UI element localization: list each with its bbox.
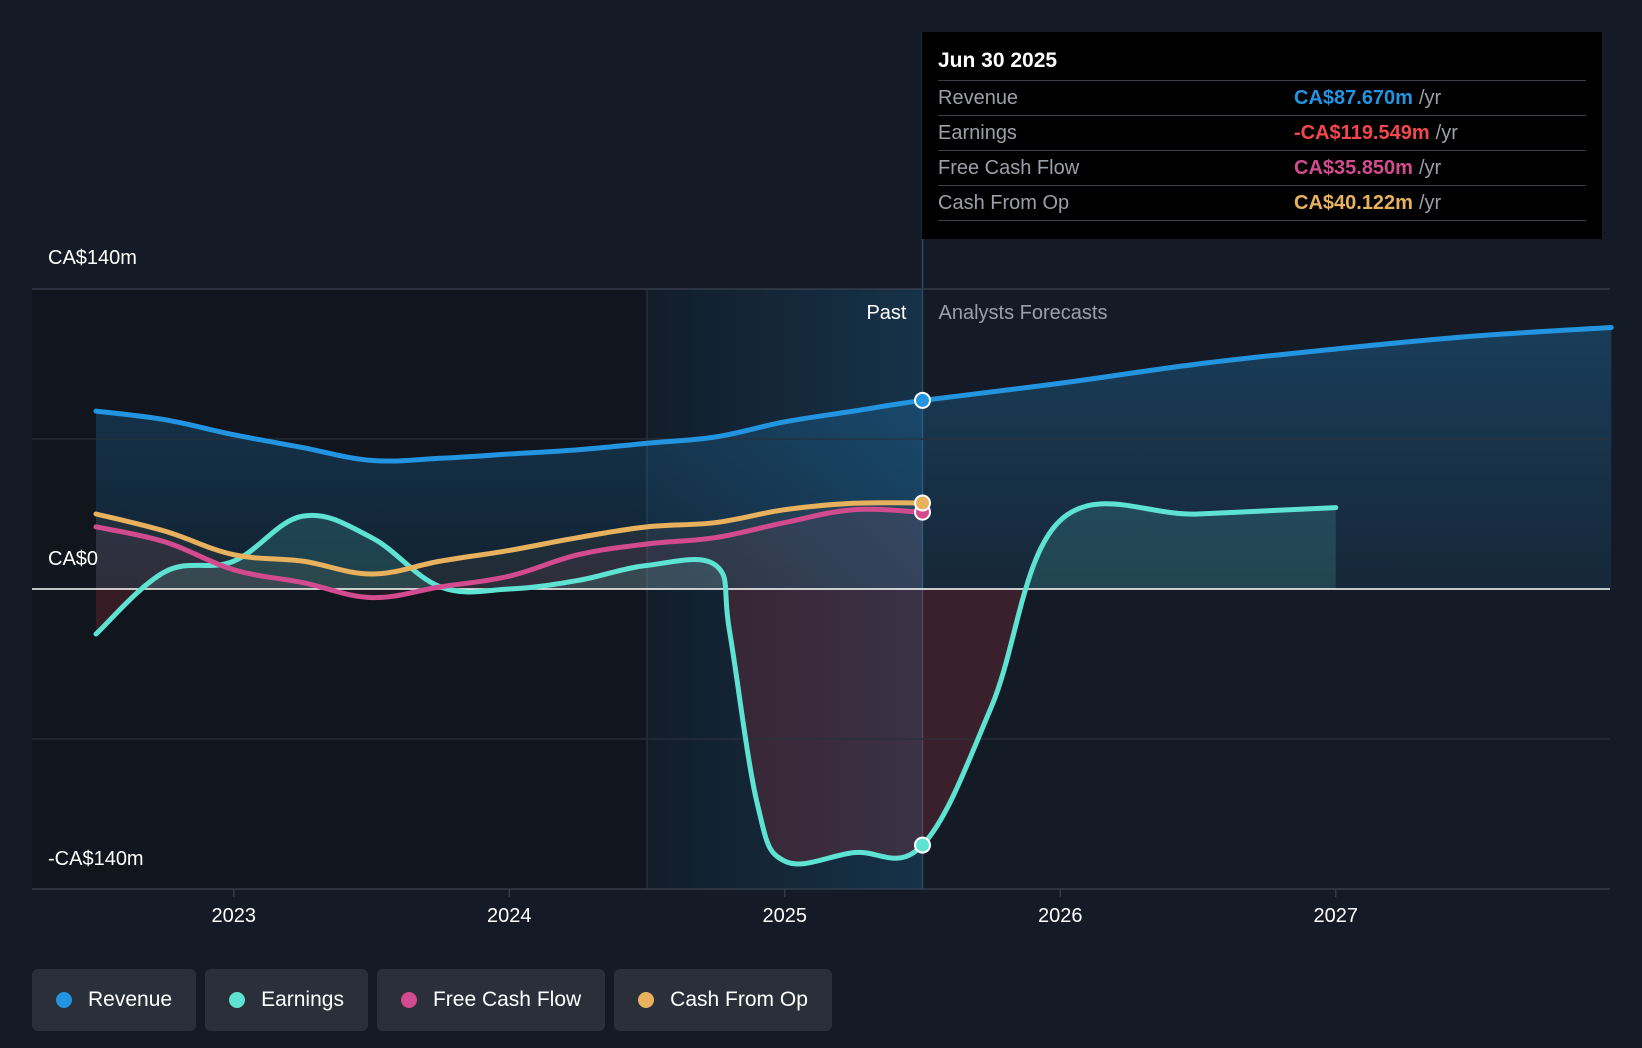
legend: Revenue Earnings Free Cash Flow Cash Fro… — [32, 969, 832, 1031]
tooltip-date: Jun 30 2025 — [938, 49, 1058, 72]
earnings-line — [93, 501, 1339, 867]
tooltip-value: CA$35.850m — [1294, 157, 1413, 179]
revenue-line — [93, 325, 1614, 464]
earnings-dot-icon — [229, 992, 246, 1008]
tooltip-label: Free Cash Flow — [938, 157, 1080, 179]
x-tick-label: 2026 — [1038, 905, 1083, 927]
legend-item-earnings[interactable]: Earnings — [205, 969, 368, 1031]
tooltip-value: CA$87.670m — [1294, 87, 1413, 109]
free-cash-flow-dot-icon — [400, 992, 417, 1008]
legend-label: Cash From Op — [670, 988, 808, 1011]
legend-label: Revenue — [88, 988, 173, 1011]
tooltip-row-revenue: Revenue CA$87.670m /yr — [938, 80, 1586, 115]
tooltip-label: Earnings — [938, 122, 1017, 144]
y-tick-label: CA$0 — [48, 548, 98, 570]
tooltip-row-cash-from-op: Cash From Op CA$40.122m /yr — [938, 185, 1586, 221]
past-label: Past — [866, 302, 906, 324]
free-cash-flow-area — [96, 509, 923, 598]
x-tick-label: 2027 — [1314, 905, 1359, 927]
tooltip-unit: /yr — [1418, 87, 1442, 109]
forecast-label: Analysts Forecasts — [939, 302, 1108, 324]
revenue-area — [96, 327, 1612, 589]
legend-item-free-cash-flow[interactable]: Free Cash Flow — [376, 969, 606, 1031]
legend-label: Free Cash Flow — [432, 988, 582, 1011]
x-tick-label: 2023 — [212, 905, 257, 927]
legend-label: Earnings — [261, 988, 344, 1011]
cash-from-op-dot-icon — [638, 992, 655, 1008]
tooltip-unit: /yr — [1418, 157, 1442, 179]
legend-item-cash-from-op[interactable]: Cash From Op — [614, 969, 832, 1031]
earnings-marker — [914, 836, 931, 854]
tooltip-label: Revenue — [938, 87, 1019, 109]
tooltip-row-earnings: Earnings -CA$119.549m /yr — [938, 115, 1586, 150]
tooltip: Jun 30 2025 Revenue CA$87.670m /yr Earni… — [922, 32, 1602, 239]
y-tick-label: CA$140m — [48, 247, 137, 269]
legend-item-revenue[interactable]: Revenue — [32, 969, 197, 1031]
tooltip-value: -CA$119.549m — [1294, 122, 1430, 144]
tooltip-row-free-cash-flow: Free Cash Flow CA$35.850m /yr — [938, 150, 1586, 185]
cash-from-op-marker — [914, 494, 931, 512]
y-tick-label: -CA$140m — [48, 848, 144, 870]
tooltip-value: CA$40.122m — [1294, 192, 1413, 214]
revenue-marker — [914, 391, 931, 409]
tooltip-unit: /yr — [1418, 192, 1442, 214]
cash-from-op-line — [93, 500, 925, 577]
tooltip-label: Cash From Op — [938, 192, 1070, 214]
tooltip-unit: /yr — [1435, 122, 1458, 144]
free-cash-flow-line — [93, 506, 925, 601]
x-tick-label: 2024 — [487, 905, 532, 927]
revenue-dot-icon — [56, 992, 72, 1008]
x-tick-label: 2025 — [763, 905, 808, 927]
